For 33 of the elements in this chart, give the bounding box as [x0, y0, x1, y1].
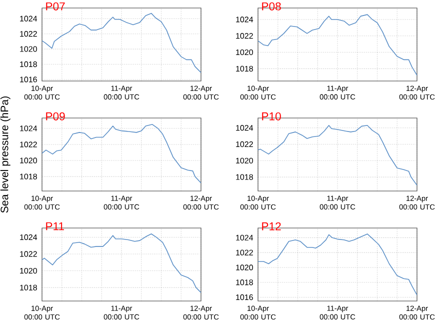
y-tick-label: 1018 — [20, 61, 37, 68]
chart-title: P11 — [46, 222, 64, 230]
y-tick-label: 1018 — [236, 66, 253, 72]
y-tick-label: 1024 — [236, 125, 254, 131]
y-tick-label: 1022 — [20, 31, 37, 37]
y-tick-label: 1020 — [20, 268, 37, 274]
y-tick-label: 1018 — [236, 174, 253, 180]
y-tick-label: 1024 — [20, 126, 38, 132]
y-tick-label: 1022 — [236, 33, 253, 39]
y-tick-label: 1022 — [236, 141, 253, 148]
y-tick-label: 1016 — [20, 76, 37, 82]
chart-title: P10 — [262, 112, 281, 120]
y-tick-label: 1016 — [236, 294, 253, 300]
y-tick-label: 1020 — [20, 46, 37, 52]
chart-title: P07 — [46, 2, 65, 10]
y-tick-label: 1022 — [20, 251, 37, 257]
y-tick-label: 1018 — [20, 284, 37, 290]
y-tick-label: 1022 — [236, 250, 253, 256]
y-tick-label: 1024 — [20, 234, 38, 240]
y-tick-label: 1020 — [236, 264, 253, 270]
chart-title: P08 — [262, 2, 281, 10]
chart-title: P09 — [46, 112, 65, 120]
chart-title: P12 — [262, 222, 281, 230]
y-tick-label: 1018 — [20, 174, 37, 180]
y-tick-label: 1020 — [236, 158, 253, 164]
y-tick-label: 1020 — [236, 49, 253, 56]
y-tick-label: 1020 — [20, 158, 37, 164]
y-tick-label: 1022 — [20, 142, 37, 148]
y-tick-label: 1024 — [236, 234, 254, 241]
y-tick-label: 1024 — [20, 16, 38, 22]
y-tick-label: 1024 — [236, 16, 254, 22]
y-tick-label: 1018 — [236, 280, 253, 286]
y-axis-title: Sea level pressure (hPa) — [0, 96, 10, 213]
